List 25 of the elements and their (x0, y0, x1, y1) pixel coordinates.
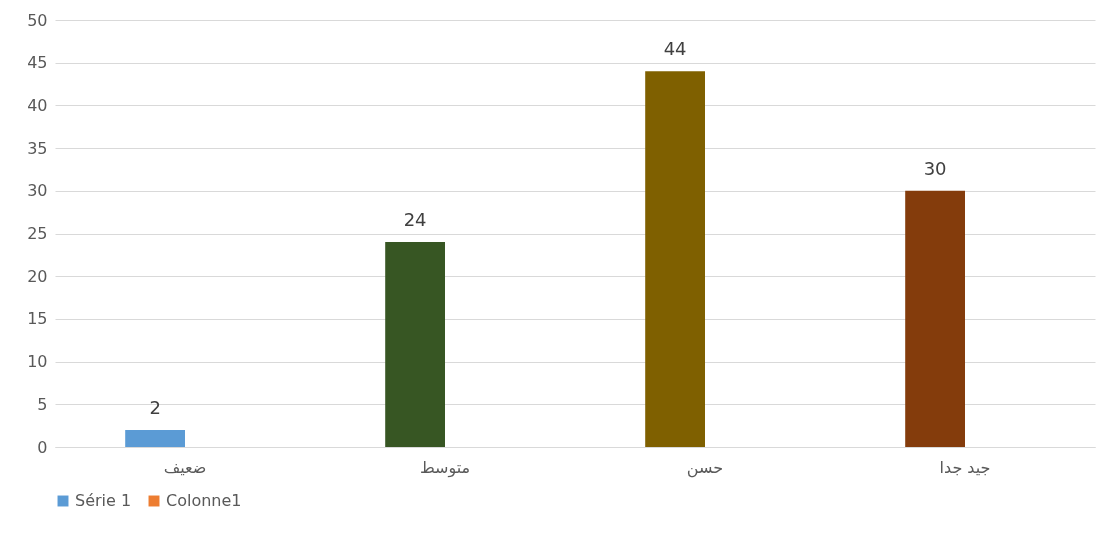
y-tick-label: 25 (27, 224, 48, 243)
legend-label: Colonne1 (166, 491, 242, 510)
y-tick-label: 15 (27, 309, 48, 329)
x-tick-label: ضعيف (163, 457, 207, 477)
x-tick-label: حسن (686, 457, 724, 478)
bar (385, 242, 445, 447)
x-tick-label: جيد جدا (939, 457, 991, 477)
y-tick-label: 30 (27, 181, 48, 201)
bar (125, 429, 185, 447)
y-tick-label: 10 (27, 352, 48, 372)
y-tick-label: 45 (27, 53, 48, 73)
y-tick-label: 35 (27, 138, 48, 158)
legend-label: Série 1 (75, 491, 132, 510)
y-tick-label: 5 (37, 394, 48, 414)
y-tick-label: 0 (37, 437, 48, 457)
y-tick-label: 40 (27, 95, 48, 115)
y-tick-label: 20 (27, 266, 48, 286)
data-label: 2 (149, 396, 161, 418)
y-tick-label: 50 (27, 10, 48, 30)
data-label: 24 (403, 209, 427, 231)
data-label: 30 (923, 157, 947, 179)
data-label: 44 (663, 38, 687, 60)
bar (645, 71, 705, 447)
bar (905, 190, 965, 447)
x-tick-label: متوسط (419, 457, 471, 478)
